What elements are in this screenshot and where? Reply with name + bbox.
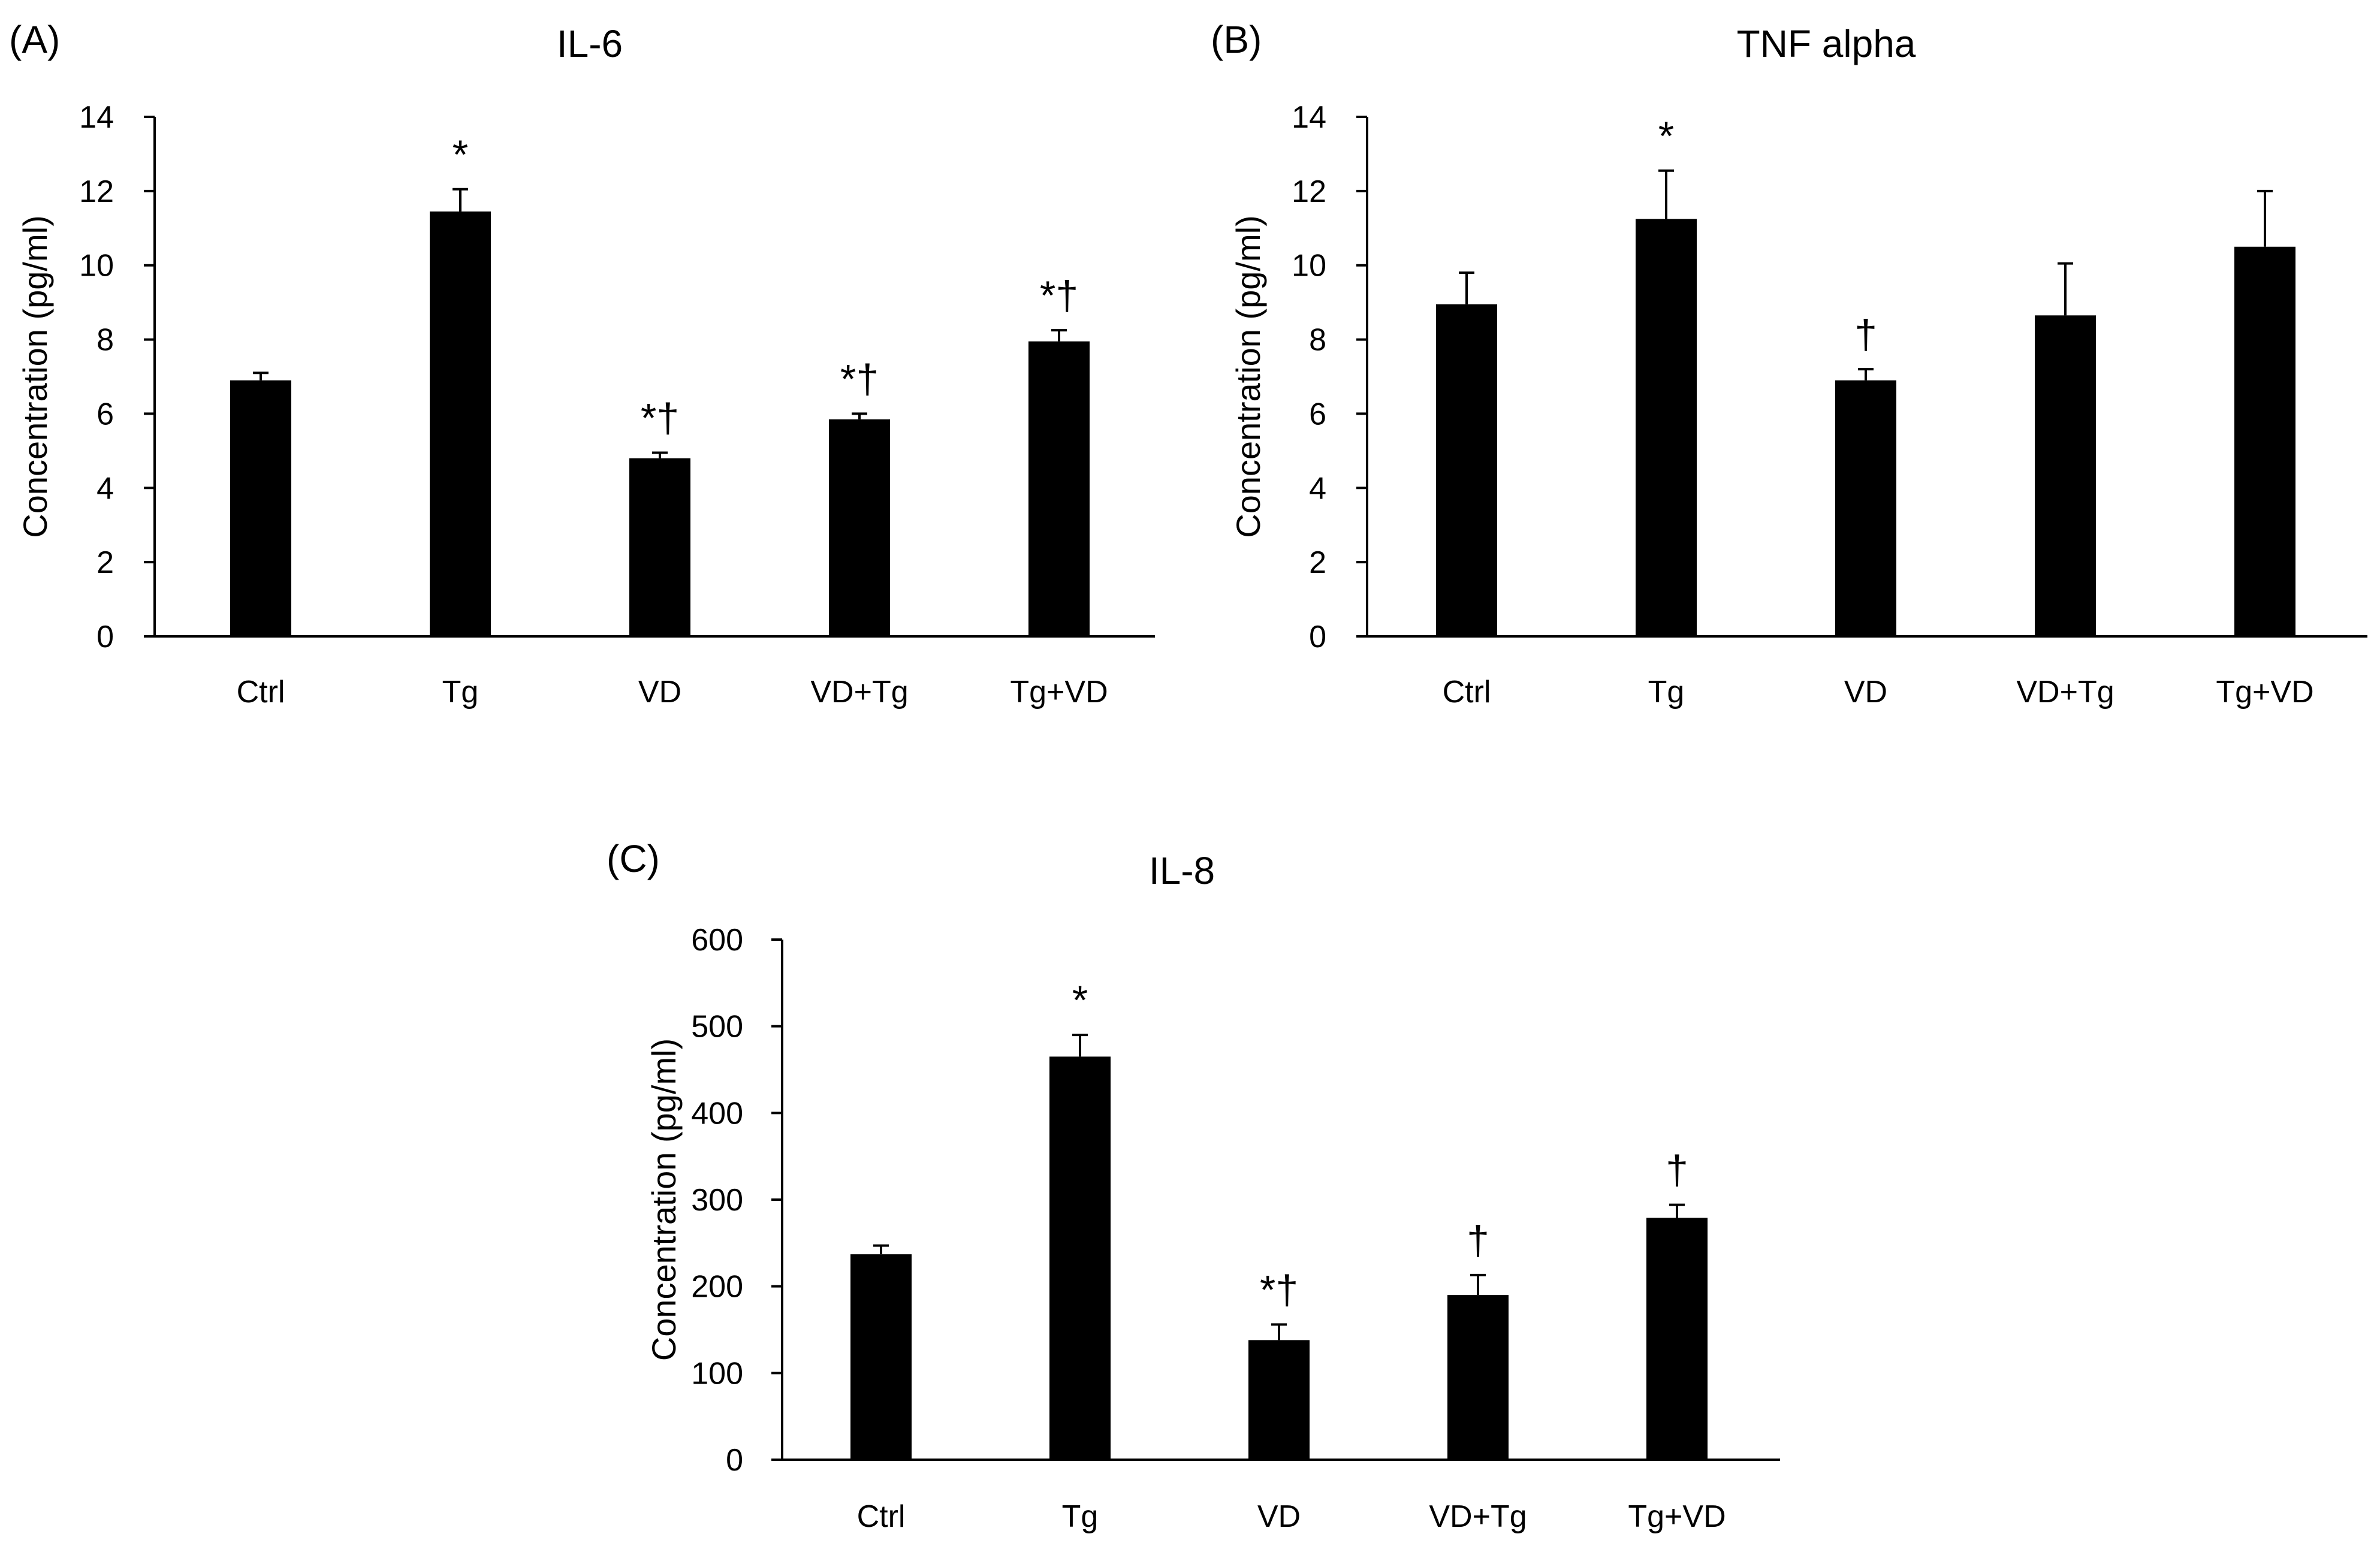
x-tick-label: Tg: [1648, 675, 1685, 709]
bar-tg-plus-vd: [1028, 341, 1090, 636]
chart-panel-3: (C) IL-8 0 100 200 300 400 500 600 Concentration …: [607, 837, 1780, 1534]
y-tick-label: 6: [96, 397, 114, 431]
significance-marker: *: [1658, 113, 1674, 159]
y-tick-label: 0: [96, 620, 114, 654]
y-tick-label: 2: [96, 545, 114, 580]
y-tick-label: 100: [691, 1356, 743, 1391]
bar-tg: [430, 211, 491, 636]
x-tick-label: VD+Tg: [810, 675, 908, 709]
chart-panel-2: (B) TNF alpha 0 2 4 6 8 10 12 14 Concentration (pg…: [1211, 18, 2367, 709]
y-axis-title: Concentration (pg/ml): [1229, 215, 1267, 538]
bar-ctrl: [1436, 304, 1497, 637]
y-tick-label: 0: [1309, 620, 1326, 654]
x-tick-label: Tg+VD: [1010, 675, 1108, 709]
x-tick-label: Ctrl: [237, 675, 285, 709]
x-tick-label: Tg: [1062, 1499, 1099, 1534]
bar-vd-plus-tg: [829, 419, 890, 636]
significance-marker: *: [1072, 977, 1088, 1023]
x-tick-label: VD: [1257, 1499, 1301, 1534]
bar-tg-plus-vd: [1646, 1218, 1708, 1460]
bar-tg-plus-vd: [2234, 246, 2295, 636]
panel-label: (B): [1211, 18, 1262, 61]
y-tick-label: 8: [1309, 323, 1326, 358]
x-tick-label: VD+Tg: [1429, 1499, 1527, 1534]
x-tick-label: VD+Tg: [2016, 675, 2114, 709]
y-tick-label: 14: [79, 100, 114, 135]
x-tick-label: Ctrl: [857, 1499, 906, 1534]
x-tick-label: VD: [1844, 675, 1887, 709]
y-tick-label: 2: [1309, 545, 1326, 580]
y-tick-label: 10: [1292, 249, 1326, 283]
chart-title: TNF alpha: [1737, 22, 1916, 65]
panel-label: (C): [607, 837, 660, 880]
bar-tg: [1636, 219, 1697, 636]
y-tick-label: 600: [691, 923, 743, 958]
y-tick-label: 8: [96, 323, 114, 358]
x-tick-label: VD: [638, 675, 681, 709]
bar-vd: [1248, 1340, 1310, 1460]
bar-vd: [629, 458, 690, 636]
bar-tg: [1049, 1056, 1111, 1460]
bar-vd-plus-tg: [2035, 315, 2096, 636]
x-tick-label: Tg+VD: [2216, 675, 2313, 709]
significance-marker: †: [1854, 312, 1877, 357]
y-tick-label: 6: [1309, 397, 1326, 431]
y-tick-label: 10: [79, 249, 114, 283]
significance-marker: *†: [641, 395, 679, 440]
y-tick-label: 12: [79, 174, 114, 209]
significance-marker: *: [453, 132, 468, 177]
y-axis-title: Concentration (pg/ml): [645, 1038, 683, 1361]
y-tick-label: 0: [726, 1443, 743, 1478]
significance-marker: *†: [840, 356, 879, 401]
bar-vd-plus-tg: [1447, 1295, 1509, 1460]
y-tick-label: 200: [691, 1270, 743, 1305]
y-tick-label: 4: [1309, 471, 1326, 506]
chart-title: IL-8: [1149, 849, 1215, 892]
bar-vd: [1835, 380, 1896, 636]
y-axis-title: Concentration (pg/ml): [16, 215, 54, 538]
y-tick-label: 12: [1292, 174, 1326, 209]
significance-marker: *†: [1040, 273, 1078, 318]
x-tick-label: Tg+VD: [1628, 1499, 1726, 1534]
y-tick-label: 400: [691, 1096, 743, 1131]
panel-label: (A): [9, 18, 60, 61]
chart-title: IL-6: [557, 22, 623, 65]
x-tick-label: Ctrl: [1443, 675, 1491, 709]
y-tick-label: 14: [1292, 100, 1326, 135]
x-tick-label: Tg: [442, 675, 479, 709]
chart-panel-1: (A) IL-6 0 2 4 6 8 10 12 14 Concentration (pg/ml) C…: [9, 18, 1155, 709]
y-tick-label: 4: [96, 471, 114, 506]
significance-marker: †: [1666, 1148, 1688, 1193]
y-tick-label: 500: [691, 1010, 743, 1044]
bar-ctrl: [230, 380, 291, 636]
bar-ctrl: [850, 1254, 912, 1460]
y-tick-label: 300: [691, 1183, 743, 1218]
significance-marker: †: [1467, 1218, 1489, 1263]
significance-marker: *†: [1260, 1267, 1298, 1312]
